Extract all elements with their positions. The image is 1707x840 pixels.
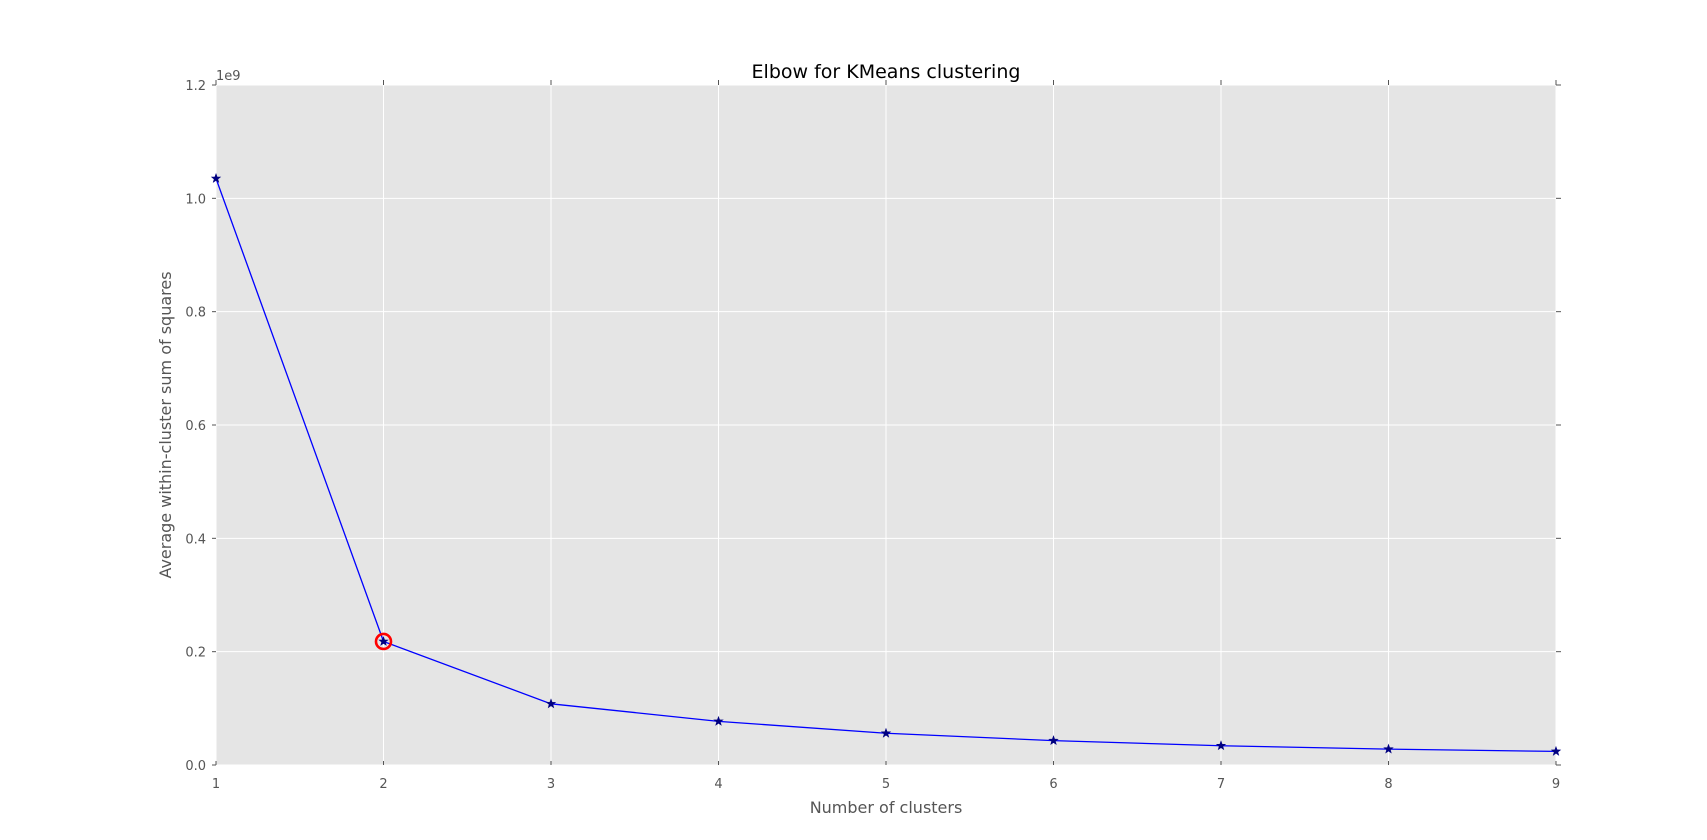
data-point-star [713, 715, 724, 726]
y-tick-label: 0.4 [185, 532, 206, 547]
y-tick-labels: 0.0 0.2 0.4 0.6 0.8 1.0 1.2 [185, 79, 206, 774]
data-point-star [1383, 743, 1394, 754]
x-tick-label: 8 [1384, 777, 1392, 792]
y-axis-label: Average within-cluster sum of squares [156, 271, 175, 578]
x-tick-label: 6 [1049, 777, 1057, 792]
y-tick-label: 0.0 [185, 759, 206, 774]
x-tick-label: 7 [1217, 777, 1225, 792]
data-point-star [210, 173, 222, 183]
x-tick-label: 5 [882, 777, 890, 792]
data-point-star [1215, 740, 1227, 751]
y-offset-label: 1e9 [216, 69, 241, 84]
data-point-star [1550, 745, 1562, 756]
elbow-highlight-circle [374, 632, 393, 651]
x-tick-label: 9 [1552, 777, 1560, 792]
y-tick-label: 0.6 [185, 419, 206, 434]
data-point-star [545, 698, 557, 709]
x-axis-label: Number of clusters [810, 798, 963, 817]
data-point-star [880, 727, 892, 738]
x-tick-labels: 1 2 3 4 5 6 7 8 9 [212, 777, 1560, 792]
x-tick-label: 1 [212, 777, 220, 792]
y-tick-label: 0.8 [185, 306, 206, 321]
y-tick-label: 1.2 [185, 79, 206, 94]
data-point-star [1048, 735, 1059, 746]
axis-ticks [212, 80, 1561, 766]
series-layer [210, 173, 1562, 756]
chart-title: Elbow for KMeans clustering [752, 61, 1021, 83]
y-tick-label: 0.2 [185, 646, 206, 661]
x-tick-label: 3 [547, 777, 555, 792]
y-tick-label: 1.0 [185, 192, 206, 207]
highlight-layer [374, 632, 393, 651]
x-tick-label: 4 [714, 777, 722, 792]
data-point-star [378, 635, 389, 646]
x-tick-label: 2 [379, 777, 387, 792]
